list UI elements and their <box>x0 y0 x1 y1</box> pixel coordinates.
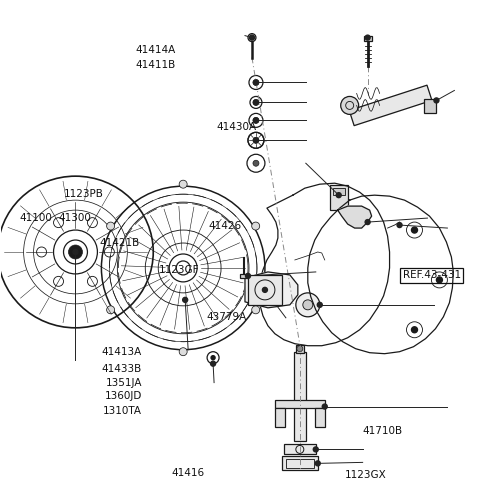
Circle shape <box>179 348 187 356</box>
Circle shape <box>252 222 260 230</box>
Circle shape <box>297 346 303 352</box>
Circle shape <box>411 227 418 233</box>
Text: 41300: 41300 <box>59 213 92 223</box>
Circle shape <box>183 298 188 303</box>
Circle shape <box>253 137 259 143</box>
Polygon shape <box>245 272 298 308</box>
Text: 41710B: 41710B <box>362 426 402 436</box>
Circle shape <box>253 118 259 124</box>
FancyBboxPatch shape <box>424 99 436 114</box>
Circle shape <box>69 245 83 259</box>
FancyBboxPatch shape <box>296 345 304 353</box>
FancyBboxPatch shape <box>333 188 345 195</box>
FancyBboxPatch shape <box>364 36 372 41</box>
FancyBboxPatch shape <box>275 408 285 428</box>
Text: 41100: 41100 <box>20 213 53 223</box>
Text: 1123GF: 1123GF <box>158 265 199 275</box>
Text: 41433B: 41433B <box>102 364 142 374</box>
Circle shape <box>253 99 259 106</box>
Circle shape <box>253 79 259 85</box>
Text: 41411B: 41411B <box>135 60 175 70</box>
Text: 41430A: 41430A <box>216 122 256 132</box>
Circle shape <box>365 35 370 40</box>
Text: 43779A: 43779A <box>206 312 247 322</box>
Circle shape <box>296 293 320 317</box>
Circle shape <box>253 138 258 143</box>
Text: 1123PB: 1123PB <box>64 188 104 198</box>
Text: 41426: 41426 <box>209 221 242 231</box>
Circle shape <box>107 306 115 314</box>
Text: 1360JD: 1360JD <box>105 391 142 401</box>
Circle shape <box>313 447 318 452</box>
Polygon shape <box>349 85 432 125</box>
FancyBboxPatch shape <box>275 400 325 408</box>
Circle shape <box>245 273 251 278</box>
Text: 41414A: 41414A <box>135 45 175 55</box>
Circle shape <box>107 222 115 230</box>
Text: 41416: 41416 <box>171 468 204 478</box>
Circle shape <box>397 223 402 228</box>
Circle shape <box>248 34 256 42</box>
Text: 1351JA: 1351JA <box>106 378 142 388</box>
Text: 41413A: 41413A <box>102 347 142 357</box>
Circle shape <box>253 100 258 105</box>
FancyBboxPatch shape <box>315 408 325 428</box>
Circle shape <box>253 80 258 85</box>
Circle shape <box>252 306 260 314</box>
Polygon shape <box>338 206 372 228</box>
Circle shape <box>176 261 190 275</box>
Circle shape <box>436 277 443 283</box>
FancyBboxPatch shape <box>330 185 348 210</box>
Text: 1310TA: 1310TA <box>103 406 142 416</box>
Circle shape <box>341 96 359 115</box>
Circle shape <box>250 35 254 40</box>
Circle shape <box>179 180 187 188</box>
Circle shape <box>211 361 216 366</box>
Circle shape <box>263 287 267 292</box>
FancyBboxPatch shape <box>284 444 316 454</box>
Circle shape <box>317 303 322 308</box>
Circle shape <box>211 356 215 360</box>
FancyBboxPatch shape <box>282 456 318 470</box>
Circle shape <box>303 300 313 310</box>
Circle shape <box>434 98 439 103</box>
Circle shape <box>365 220 370 225</box>
Circle shape <box>336 192 341 197</box>
Circle shape <box>73 249 78 254</box>
Circle shape <box>315 461 320 466</box>
Circle shape <box>253 160 259 166</box>
FancyBboxPatch shape <box>294 352 306 441</box>
Circle shape <box>253 118 258 123</box>
Circle shape <box>322 404 327 409</box>
Text: REF.43-431: REF.43-431 <box>403 270 461 280</box>
Circle shape <box>411 327 418 333</box>
Text: 1123GX: 1123GX <box>345 470 387 480</box>
FancyBboxPatch shape <box>248 275 282 305</box>
Text: 41421B: 41421B <box>99 238 140 248</box>
FancyBboxPatch shape <box>240 274 248 278</box>
